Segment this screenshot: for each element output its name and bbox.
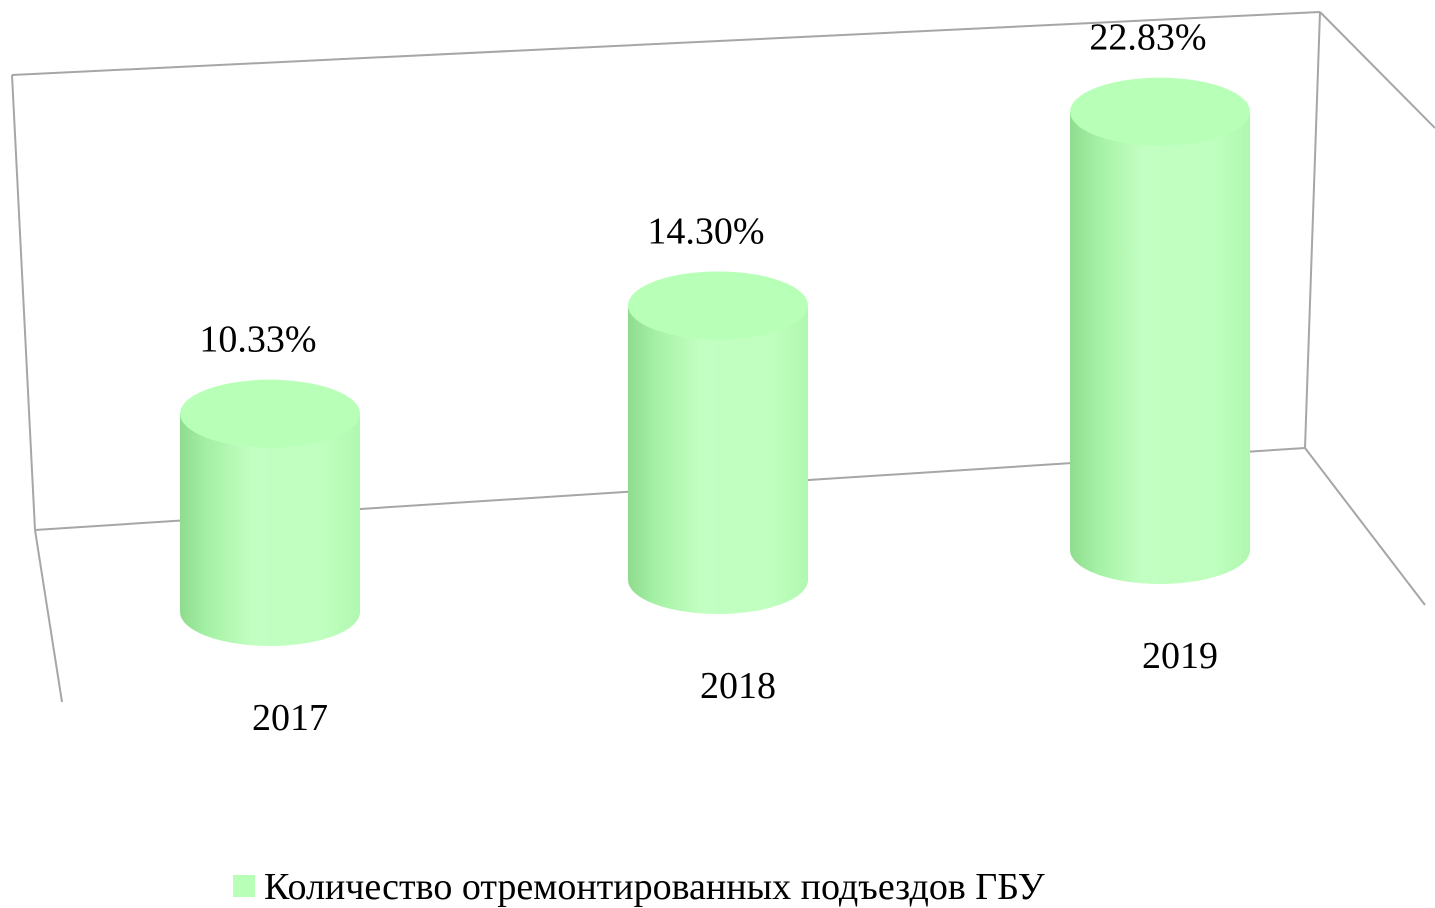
cylinder-body <box>180 413 360 646</box>
x-tick-label: 2017 <box>252 697 328 739</box>
x-tick-label: 2018 <box>700 665 776 707</box>
legend-swatch <box>233 875 255 897</box>
cylinder-top <box>180 379 360 448</box>
data-label: 10.33% <box>199 319 316 361</box>
cylinder-top <box>628 271 808 340</box>
data-label: 22.83% <box>1089 17 1206 59</box>
cylinder-body <box>1070 111 1250 584</box>
data-label: 14.30% <box>647 210 764 252</box>
cylinder-top <box>1070 77 1250 146</box>
x-tick-label: 2019 <box>1142 635 1218 677</box>
cylinder-body <box>628 305 808 614</box>
legend-label: Количество отремонтированных подъездов Г… <box>264 866 1045 908</box>
